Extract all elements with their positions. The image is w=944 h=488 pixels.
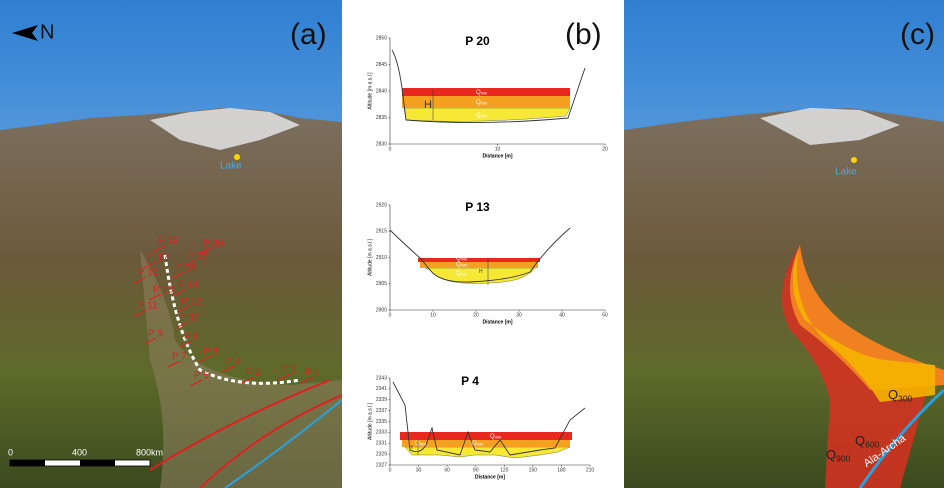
flow-sub: 600 — [461, 263, 468, 268]
flow-sub: 300 — [898, 393, 912, 403]
lake-label: Lake — [835, 167, 857, 178]
chart-title: P 4 — [461, 374, 479, 388]
y-tick-label: 2840 — [376, 88, 387, 94]
x-tick-label: 120 — [500, 467, 509, 473]
y-tick-label: 2331 — [376, 441, 387, 447]
profile-label: P 19 — [158, 236, 179, 247]
flow-label: Q300 — [456, 271, 468, 277]
y-tick-label: 2337 — [376, 408, 387, 414]
profile-label: P 20 — [203, 239, 224, 250]
panel-label: (c) — [900, 18, 935, 51]
flow-sub: 900 — [420, 442, 427, 447]
x-tick-label: 50 — [602, 312, 608, 318]
profile-label: P 10 — [180, 313, 201, 324]
north-label: N — [40, 21, 54, 43]
y-tick-label: 2327 — [376, 462, 387, 468]
y-tick-label: 2830 — [376, 141, 387, 147]
x-tick-label: 210 — [586, 467, 595, 473]
profile-label: P 15 — [138, 268, 159, 279]
panel-label: (b) — [565, 18, 602, 51]
x-axis-label: Distance [m] — [475, 474, 505, 480]
profile-label: P 17 — [148, 253, 169, 264]
y-axis-label: Altitude [m a.s.l.] — [367, 238, 373, 276]
y-tick-label: 2335 — [376, 419, 387, 425]
flow-label: Q300 — [490, 434, 502, 440]
scale-label: 0 — [8, 447, 13, 457]
y-tick-label: 2341 — [376, 386, 387, 392]
y-tick-label: 2845 — [376, 62, 387, 68]
y-tick-label: 2910 — [376, 255, 387, 261]
x-tick-label: 20 — [602, 146, 608, 152]
flow-sub: 300 — [495, 435, 502, 440]
chart-title: P 20 — [465, 34, 490, 48]
flow-sub: 600 — [477, 442, 484, 447]
flow-label: Q900 — [415, 441, 427, 447]
y-tick-label: 2339 — [376, 397, 387, 403]
profile-label: P 14 — [178, 280, 199, 291]
scale-label: 400 — [72, 447, 87, 457]
y-tick-label: 2333 — [376, 430, 387, 436]
red-flow — [400, 432, 572, 440]
flow-label: Q600 — [456, 262, 468, 268]
x-tick-label: 40 — [559, 312, 565, 318]
flow-sub: 300 — [481, 114, 488, 119]
flow-sub: 600 — [481, 101, 488, 106]
flow-label: Q600 — [476, 100, 488, 106]
x-tick-label: 180 — [557, 467, 566, 473]
axes — [390, 205, 605, 310]
profile-label: P 13 — [153, 285, 174, 296]
flow-sub: 900 — [836, 453, 850, 463]
y-tick-label: 2835 — [376, 115, 387, 121]
h-label: H — [479, 269, 483, 275]
y-tick-label: 2343 — [376, 375, 387, 381]
y-tick-label: 2850 — [376, 35, 387, 41]
flow-sub: 900 — [481, 91, 488, 96]
orange-flow — [420, 262, 538, 268]
x-tick-label: 20 — [473, 312, 479, 318]
y-tick-label: 2915 — [376, 229, 387, 235]
y-tick-label: 2329 — [376, 451, 387, 457]
y-tick-label: 2900 — [376, 307, 387, 313]
lake-label: Lake — [220, 161, 242, 172]
x-tick-label: 10 — [430, 312, 436, 318]
flow-sub: 300 — [461, 272, 468, 277]
chart-title: P 13 — [465, 200, 490, 214]
y-axis-label: Altitude [m a.s.l.] — [367, 402, 373, 440]
y-axis-label: Altitude [m a.s.l.] — [367, 72, 373, 110]
flow-label: Q300 — [476, 113, 488, 119]
red-flow — [418, 258, 540, 262]
y-tick-label: 2920 — [376, 202, 387, 208]
flow-sub: 600 — [865, 439, 879, 449]
flow-q: Q — [826, 447, 836, 462]
flow-q: Q — [855, 433, 865, 448]
x-tick-label: 30 — [416, 467, 422, 473]
flow-label: Q900 — [476, 90, 488, 96]
flow-sub: 900 — [461, 257, 468, 262]
yellow-flow — [405, 447, 570, 458]
x-tick-label: 60 — [444, 467, 450, 473]
x-axis-label: Distance [m] — [482, 153, 512, 159]
panel-label: (a) — [290, 18, 327, 51]
x-tick-label: 10 — [495, 146, 501, 152]
x-tick-label: 90 — [473, 467, 479, 473]
x-tick-label: 0 — [389, 312, 392, 318]
panel-b: (b) P 20 2830 2835 2840 2845 2850 0 10 20 Altitud… — [367, 18, 608, 480]
profile-label: P 12 — [181, 297, 202, 308]
scale-label: 800km — [136, 447, 163, 457]
h-label: H — [424, 99, 432, 111]
x-tick-label: 0 — [389, 467, 392, 473]
x-tick-label: 0 — [389, 146, 392, 152]
profile-label: P 11 — [138, 301, 158, 312]
x-axis-label: Distance [m] — [482, 319, 512, 325]
flow-label: Q600 — [472, 441, 484, 447]
h-label: H — [409, 445, 413, 451]
x-tick-label: 30 — [516, 312, 522, 318]
figure: (a) N Lake 0 400 800km P 1P 2P 3P 4P 5P … — [0, 0, 944, 488]
profile-label: P 18 — [188, 251, 209, 262]
panel-c — [624, 0, 944, 488]
y-tick-label: 2905 — [376, 281, 387, 287]
x-tick-label: 150 — [529, 467, 538, 473]
flow-q: Q — [888, 387, 898, 402]
